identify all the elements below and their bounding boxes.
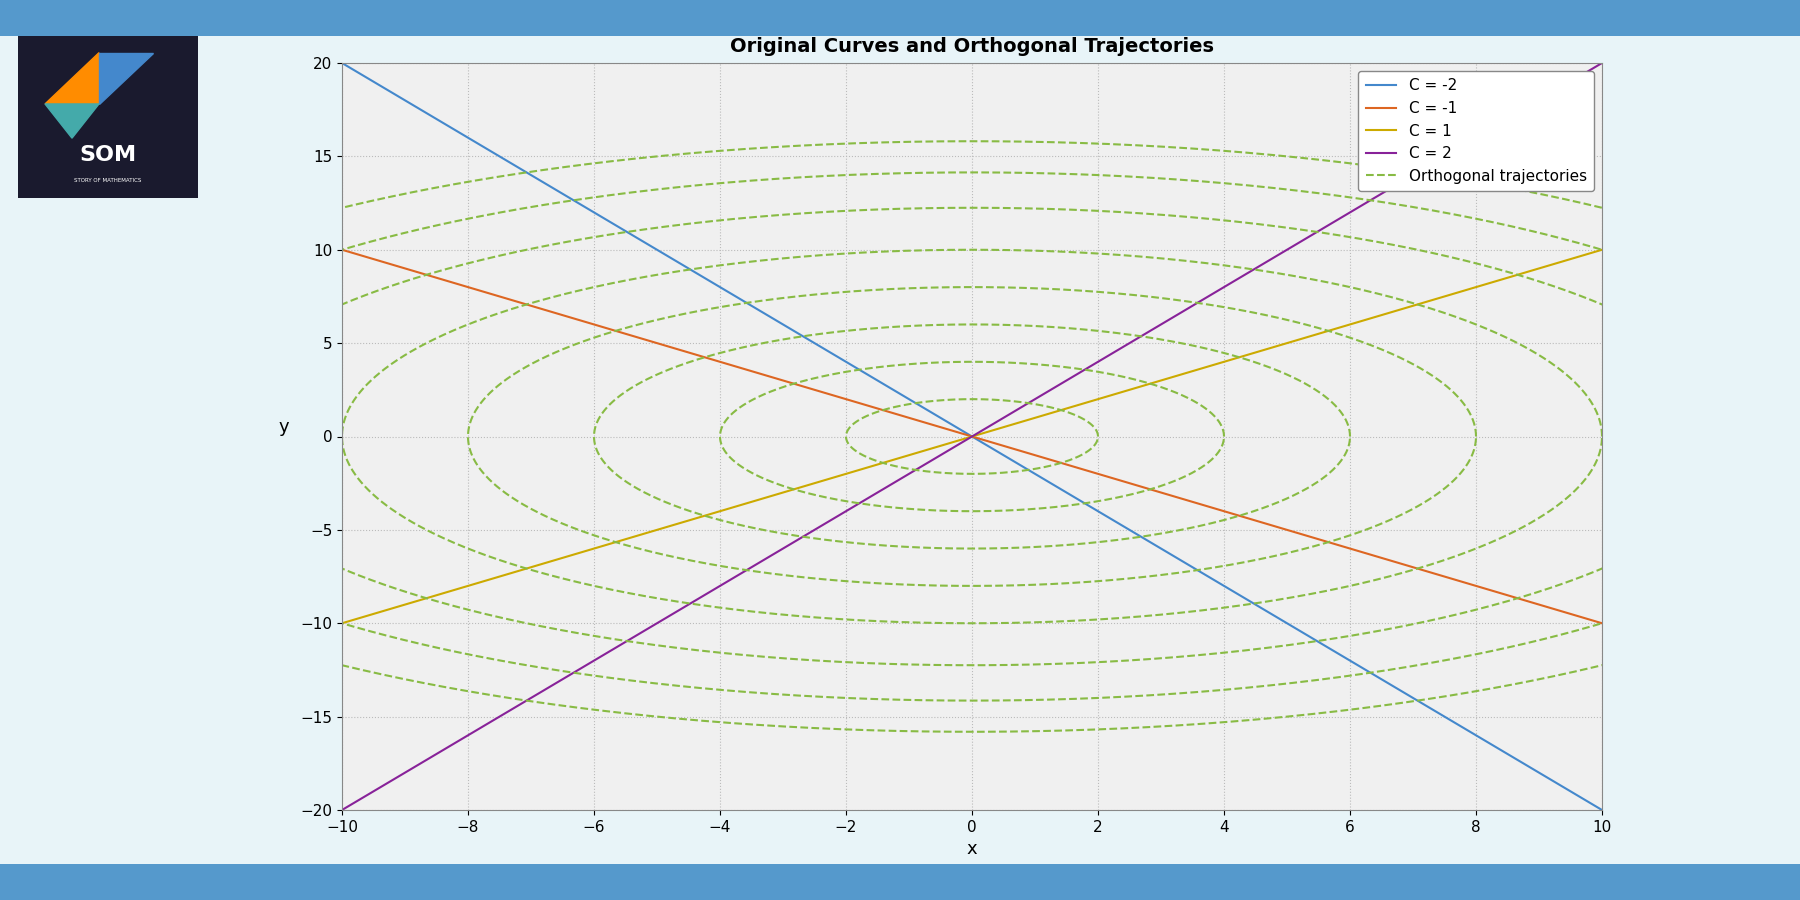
Line: C = 1: C = 1 <box>342 249 1602 623</box>
C = 1 <box>886 454 907 464</box>
C = 2 <box>841 502 862 513</box>
Polygon shape <box>45 104 99 138</box>
C = -1 <box>331 244 353 256</box>
Orthogonal trajectories <box>992 467 1013 478</box>
C = -2 <box>1591 805 1613 815</box>
Orthogonal trajectories <box>1080 419 1102 430</box>
Line: Orthogonal trajectories: Orthogonal trajectories <box>846 400 1098 473</box>
C = -2 <box>1314 640 1336 651</box>
C = -2 <box>886 387 907 398</box>
Line: C = -1: C = -1 <box>342 249 1602 623</box>
C = 1 <box>1197 362 1219 373</box>
Orthogonal trajectories <box>961 468 983 479</box>
Polygon shape <box>99 52 153 104</box>
Text: SOM: SOM <box>79 145 137 166</box>
C = -1 <box>1197 500 1219 511</box>
C = 2 <box>459 728 481 739</box>
Text: STORY OF MATHEMATICS: STORY OF MATHEMATICS <box>74 178 142 184</box>
C = -1 <box>459 283 481 293</box>
Orthogonal trajectories <box>1087 431 1109 442</box>
X-axis label: x: x <box>967 841 977 859</box>
C = 1 <box>1591 244 1613 256</box>
C = -1 <box>886 409 907 419</box>
C = -2 <box>1336 653 1357 664</box>
C = 2 <box>1197 292 1219 302</box>
Orthogonal trajectories <box>1087 431 1109 442</box>
Polygon shape <box>45 52 99 104</box>
Line: C = -2: C = -2 <box>342 63 1602 810</box>
Orthogonal trajectories <box>961 394 983 405</box>
Line: C = 2: C = 2 <box>342 63 1602 810</box>
C = -1 <box>1314 536 1336 546</box>
C = -2 <box>1197 571 1219 581</box>
C = 1 <box>331 617 353 628</box>
C = -2 <box>841 360 862 371</box>
C = -2 <box>459 134 481 145</box>
Y-axis label: y: y <box>279 418 290 436</box>
C = 2 <box>331 805 353 815</box>
C = -1 <box>841 395 862 406</box>
C = 1 <box>1314 327 1336 338</box>
C = 2 <box>886 475 907 486</box>
Orthogonal trajectories <box>839 422 860 433</box>
Orthogonal trajectories <box>835 428 857 439</box>
Title: Original Curves and Orthogonal Trajectories: Original Curves and Orthogonal Trajector… <box>731 37 1213 56</box>
C = 2 <box>1336 209 1357 220</box>
Orthogonal trajectories <box>1085 437 1107 448</box>
C = -1 <box>1336 543 1357 553</box>
Legend: C = -2, C = -1, C = 1, C = 2, Orthogonal trajectories: C = -2, C = -1, C = 1, C = 2, Orthogonal… <box>1359 70 1595 192</box>
C = 2 <box>1314 222 1336 233</box>
C = 1 <box>1336 320 1357 330</box>
C = -2 <box>331 58 353 68</box>
Orthogonal trajectories <box>1085 437 1107 448</box>
C = 2 <box>1591 58 1613 68</box>
C = 1 <box>841 467 862 478</box>
C = -1 <box>1591 617 1613 628</box>
C = 1 <box>459 580 481 590</box>
